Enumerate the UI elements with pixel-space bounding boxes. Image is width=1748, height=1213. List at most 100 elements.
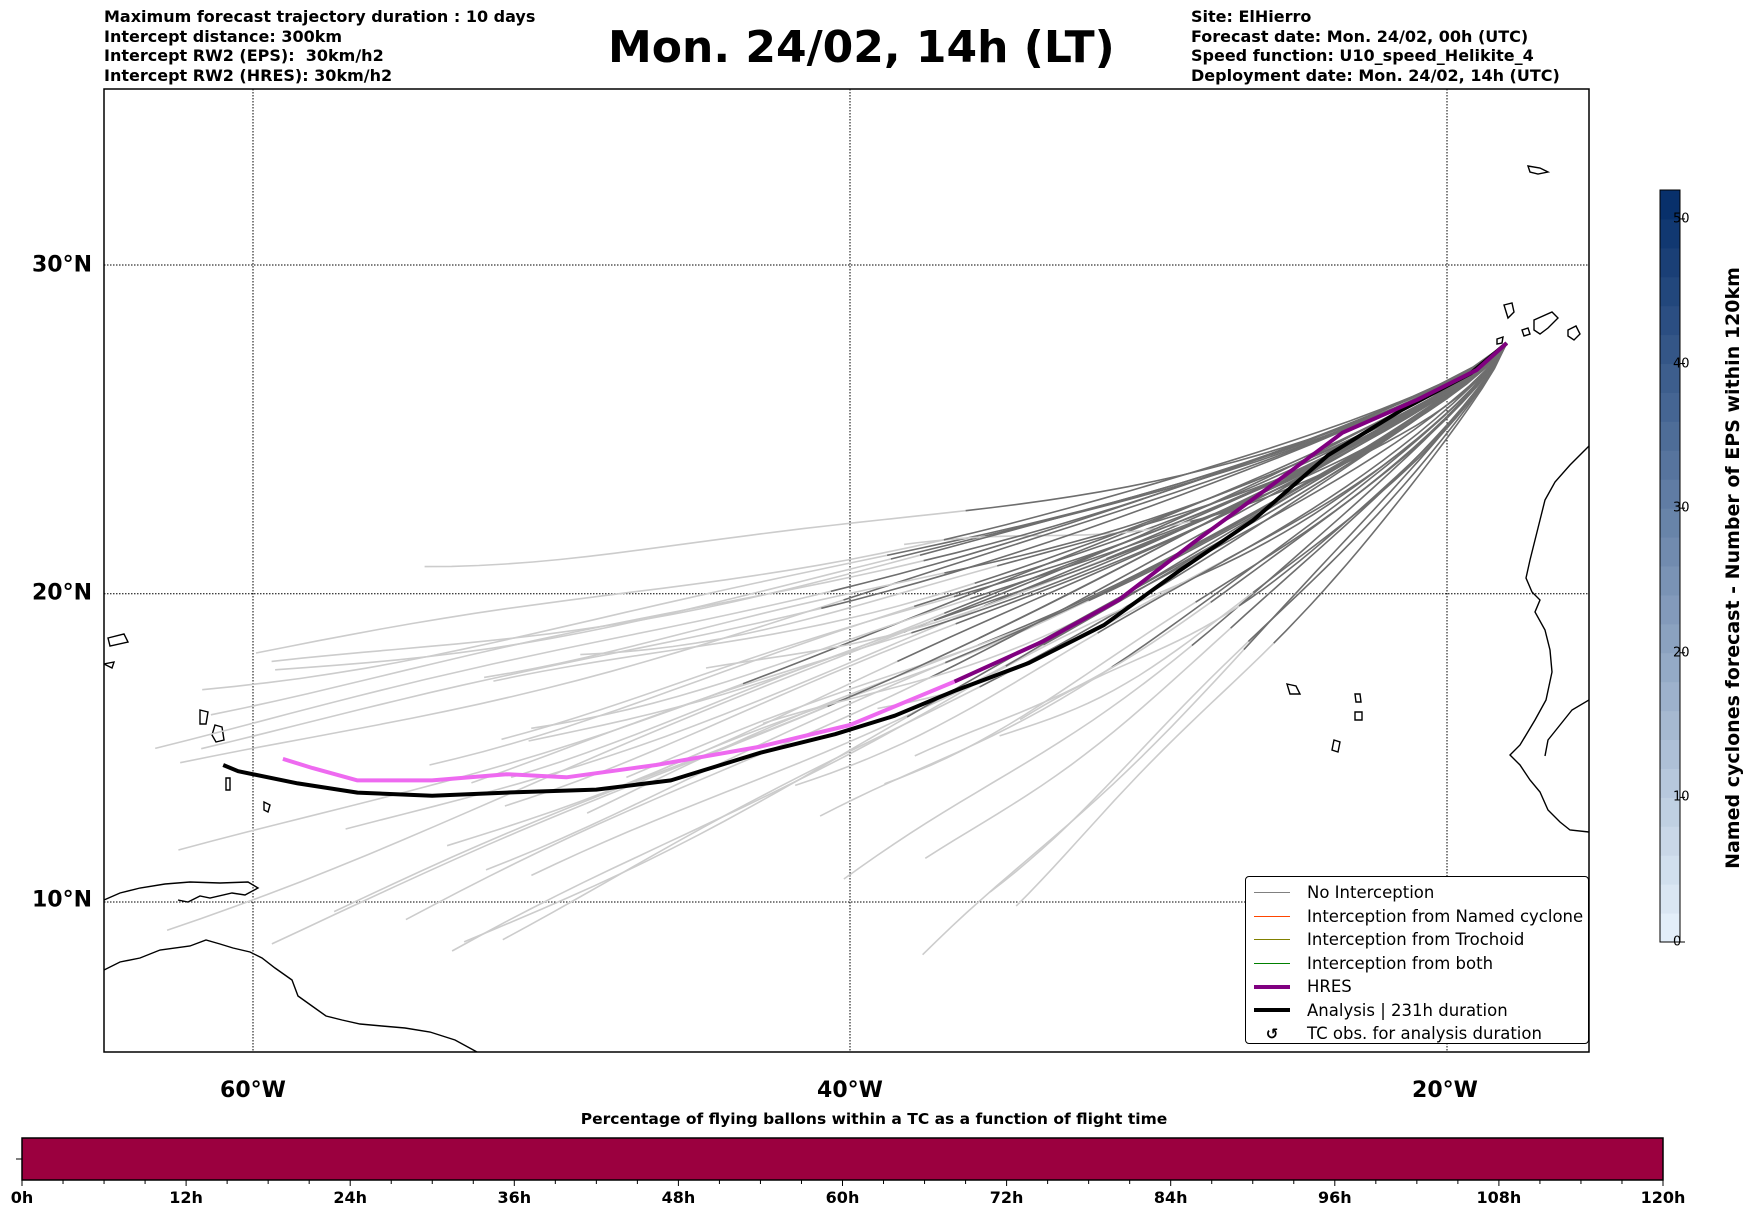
intercept-hres-text: Intercept RW2 (HRES): 30km/h2 xyxy=(104,65,393,85)
legend-line-green xyxy=(1254,962,1290,964)
ensemble-track-late xyxy=(742,342,1508,685)
colorbar-segment xyxy=(1660,450,1680,480)
ensemble-track-early xyxy=(999,591,1254,737)
ensemble-track-early xyxy=(202,554,888,691)
island-canary-2 xyxy=(1533,311,1559,335)
ensemble-track-early xyxy=(531,597,971,730)
ensemble-track-early xyxy=(794,632,1099,787)
map-frame xyxy=(103,88,1590,1053)
colorbar-tick-label: 50 xyxy=(1673,211,1690,227)
legend-line-gray xyxy=(1254,892,1290,894)
intercept-distance-text: Intercept distance: 300km xyxy=(104,26,343,46)
coastlines xyxy=(104,165,1589,1052)
island-cape-verde-2 xyxy=(1354,693,1362,703)
colorbar-segment xyxy=(1660,421,1680,451)
colorbar-segment xyxy=(1660,826,1680,856)
ensemble-track-late xyxy=(903,342,1508,633)
coast-trinidad-venezuela xyxy=(104,881,260,903)
ensemble-track-late xyxy=(969,342,1508,600)
colorbar-segment xyxy=(1660,190,1680,220)
colorbar-segment xyxy=(1660,739,1680,769)
ensemble-track-early xyxy=(989,640,1249,893)
ensemble-trajectories xyxy=(155,342,1508,956)
colorbar-segment xyxy=(1660,855,1680,885)
ensemble-track-early xyxy=(271,705,828,945)
island-antilles-3 xyxy=(225,777,231,791)
hres-track-late xyxy=(953,341,1509,684)
ensemble-track-early xyxy=(1019,605,1240,721)
lon-label-40w: 40°W xyxy=(817,1078,883,1103)
ensemble-track-early xyxy=(531,644,1044,877)
legend-item-named-cyclone: Interception from Named cyclone xyxy=(1254,905,1584,929)
legend-label: Interception from Named cyclone xyxy=(1307,906,1584,926)
island-el-hierro xyxy=(1496,335,1504,345)
ensemble-track-early xyxy=(903,520,1191,546)
island-cape-verde-4 xyxy=(1331,739,1341,753)
ensemble-track-early xyxy=(275,558,892,671)
ensemble-track-early xyxy=(451,665,1007,952)
ensemble-track-early xyxy=(510,619,935,779)
colorbar-segment xyxy=(1660,797,1680,827)
ensemble-track-early xyxy=(580,565,998,656)
legend-label: Interception from both xyxy=(1307,953,1494,973)
colorbar-segment xyxy=(1660,537,1680,567)
ensemble-track-early xyxy=(210,559,924,716)
ensemble-track-early xyxy=(924,627,1232,859)
colorbar-segment xyxy=(1660,681,1680,712)
colorbar-segment xyxy=(1660,479,1680,509)
ensemble-track-late xyxy=(923,342,1508,562)
deployment-date-text: Deployment date: Mon. 24/02, 14h (UTC) xyxy=(1191,65,1560,85)
ensemble-track-late xyxy=(1078,342,1508,621)
ensemble-track-early xyxy=(1015,642,1275,907)
colorbar-segment xyxy=(1660,884,1680,914)
legend-line-orangered xyxy=(1254,915,1290,917)
ensemble-track-late xyxy=(933,342,1508,622)
island-madeira xyxy=(1526,165,1551,175)
lon-label-20w: 20°W xyxy=(1412,1078,1478,1103)
ensemble-track-early xyxy=(446,660,898,847)
ensemble-track-late xyxy=(1238,342,1508,607)
island-antilles-5 xyxy=(107,633,130,647)
main-tracks xyxy=(222,341,1509,798)
flight-time-tick-label: 12h xyxy=(169,1188,203,1207)
colorbar-segment xyxy=(1660,623,1680,654)
island-cape-verde-3 xyxy=(1354,711,1363,721)
ensemble-track-early xyxy=(155,590,832,750)
island-antilles-4 xyxy=(263,800,271,814)
legend-item-no-interception: No Interception xyxy=(1254,881,1580,905)
legend-line-black xyxy=(1254,1008,1290,1013)
ensemble-track-late xyxy=(821,342,1508,610)
legend-line-olive xyxy=(1254,939,1290,941)
colorbar-segment xyxy=(1660,305,1680,336)
ensemble-track-late xyxy=(1097,342,1508,634)
colorbar-segment xyxy=(1660,652,1680,683)
flight-time-tick-label: 120h xyxy=(1640,1188,1686,1207)
ensemble-track-early xyxy=(762,619,1080,725)
ensemble-track-early xyxy=(201,607,822,750)
colorbar-tick-label: 40 xyxy=(1673,356,1690,372)
colorbar-segment xyxy=(1660,913,1680,943)
colorbar-tick-label: 30 xyxy=(1673,500,1690,516)
lat-label-20n: 20°N xyxy=(32,580,93,606)
ensemble-track-early xyxy=(914,601,1212,757)
page-title: Mon. 24/02, 14h (LT) xyxy=(608,22,1115,73)
ensemble-track-early xyxy=(180,599,844,764)
hres-track-early xyxy=(282,679,956,783)
speed-function-text: Speed function: U10_speed_Helikite_4 xyxy=(1191,46,1534,65)
flight-time-tick-label: 108h xyxy=(1476,1188,1522,1207)
legend-item-trochoid: Interception from Trochoid xyxy=(1254,928,1580,952)
ensemble-track-late xyxy=(1191,342,1508,647)
legend-line-purple xyxy=(1254,984,1290,989)
island-cape-verde-1 xyxy=(1285,683,1302,695)
lat-label-10n: 10°N xyxy=(32,887,93,913)
ensemble-track-early xyxy=(705,557,1107,669)
ensemble-track-early xyxy=(463,716,908,943)
flight-time-ticks xyxy=(21,1180,1664,1186)
header-left-info: Maximum forecast trajectory duration : 1… xyxy=(104,7,535,85)
flight-time-tick-label: 96h xyxy=(1317,1188,1352,1207)
legend-label: TC obs. for analysis duration xyxy=(1307,1024,1542,1044)
legend-label: No Interception xyxy=(1307,883,1435,903)
colorbar-segment xyxy=(1660,363,1680,393)
ensemble-track-late xyxy=(1247,342,1508,643)
